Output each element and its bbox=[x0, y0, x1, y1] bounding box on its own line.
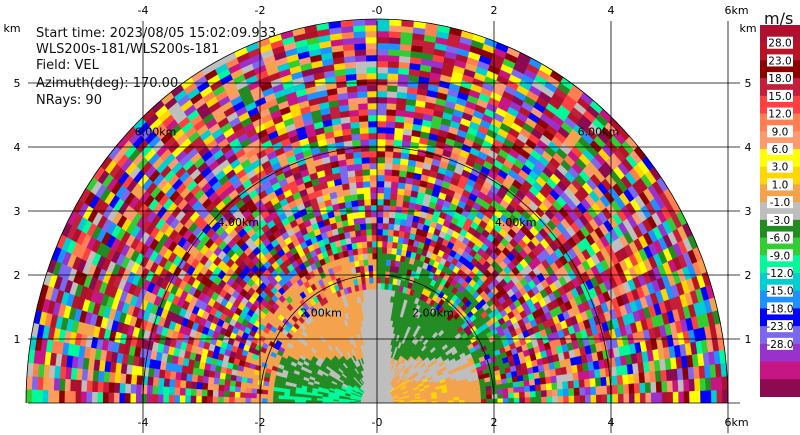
y-tick-label-right: 4 bbox=[745, 141, 752, 154]
colorbar-segment bbox=[760, 379, 800, 397]
colorbar-label-bg bbox=[767, 249, 793, 262]
azimuth-label: Azimuth(deg): 170.00 bbox=[36, 76, 179, 91]
colorbar-label-bg bbox=[767, 107, 793, 120]
colorbar-unit: m/s bbox=[764, 9, 794, 28]
colorbar-label: 12.0 bbox=[768, 109, 791, 121]
range-ring-label: 4.00km bbox=[495, 216, 537, 229]
colorbar-label: 28.0 bbox=[768, 38, 791, 50]
y-tick-label-left: 2 bbox=[14, 269, 21, 282]
colorbar-label-bg bbox=[767, 284, 793, 297]
x-tick-label-bottom: -4 bbox=[138, 416, 149, 429]
colorbar-label: -9.0 bbox=[770, 250, 791, 262]
y-tick-label-right: 1 bbox=[745, 333, 752, 346]
range-ring-label: 6.00km bbox=[135, 125, 177, 138]
y-unit-left: km bbox=[3, 22, 20, 35]
colorbar-label: -1.0 bbox=[770, 197, 791, 209]
colorbar-label: 23.0 bbox=[768, 55, 791, 67]
range-ring-label: 2.00km bbox=[300, 306, 342, 319]
x-unit-top: km bbox=[731, 4, 748, 17]
colorbar-label-bg bbox=[767, 231, 793, 244]
range-ring-label: 2.00km bbox=[412, 306, 454, 319]
field-label: Field: VEL bbox=[36, 58, 99, 73]
velocity-field bbox=[26, 19, 728, 403]
y-tick-label-left: 1 bbox=[14, 333, 21, 346]
x-tick-label-bottom: 6 bbox=[725, 416, 732, 429]
y-tick-label-left: 5 bbox=[14, 77, 21, 90]
tick-labels: -4 -4 -2 -2 -0 -0 2 2 4 4 6 6 1 1 2 2 3 3 4 4 5 5 km km km km bbox=[3, 4, 756, 429]
colorbar-label: 3.0 bbox=[772, 162, 789, 174]
colorbar-label-bg bbox=[767, 320, 793, 333]
colorbar-label: -18.0 bbox=[766, 303, 793, 315]
colorbar-label-bg bbox=[767, 196, 793, 209]
x-tick-label-top: -4 bbox=[138, 4, 149, 17]
y-tick-label-left: 3 bbox=[14, 205, 21, 218]
x-unit-bottom: km bbox=[731, 416, 748, 429]
colorbar-label-bg bbox=[767, 36, 793, 49]
colorbar-label: 15.0 bbox=[768, 91, 791, 103]
colorbar-label: 9.0 bbox=[772, 126, 789, 138]
colorbar-label: -15.0 bbox=[766, 286, 793, 298]
colorbar-label-bg bbox=[767, 54, 793, 67]
colorbar-label: -28.0 bbox=[766, 339, 793, 351]
x-tick-label-bottom: 2 bbox=[491, 416, 498, 429]
colorbar-label-bg bbox=[767, 302, 793, 315]
colorbar-segment bbox=[760, 361, 800, 380]
colorbar-label-bg bbox=[767, 337, 793, 350]
colorbar-label-bg bbox=[767, 213, 793, 226]
range-ring bbox=[142, 146, 612, 404]
range-ring bbox=[25, 18, 729, 404]
y-tick-label-right: 3 bbox=[745, 205, 752, 218]
x-tick-label-bottom: -2 bbox=[255, 416, 266, 429]
x-tick-label-bottom: 4 bbox=[608, 416, 615, 429]
y-tick-label-right: 5 bbox=[745, 77, 752, 90]
colorbar-label: -12.0 bbox=[766, 268, 793, 280]
colorbar-label: 18.0 bbox=[768, 73, 791, 85]
y-unit-right: km bbox=[739, 22, 756, 35]
x-tick-label-top: 4 bbox=[608, 4, 615, 17]
start-time-label: Start time: 2023/08/05 15:02:09.933 bbox=[36, 26, 277, 41]
range-ring-label: 6.00km bbox=[578, 125, 620, 138]
x-tick-label-top: 6 bbox=[725, 4, 732, 17]
colorbar-label: -3.0 bbox=[770, 215, 791, 227]
colorbar: 28.0 23.0 18.0 15.0 12.0 9.0 6.0 3.0 1.0 -1.0 -3.0… bbox=[760, 25, 800, 397]
y-tick-label-right: 2 bbox=[745, 269, 752, 282]
x-tick-label-top: 2 bbox=[491, 4, 498, 17]
colorbar-label-bg bbox=[767, 89, 793, 102]
colorbar-label-bg bbox=[767, 267, 793, 279]
y-tick-label-left: 4 bbox=[14, 141, 21, 154]
x-tick-label-top: -2 bbox=[255, 4, 266, 17]
colorbar-label: 1.0 bbox=[772, 179, 789, 191]
nrays-label: NRays: 90 bbox=[36, 93, 102, 108]
range-rings bbox=[25, 18, 729, 404]
colorbar-label-bg bbox=[767, 72, 793, 85]
instrument-label: WLS200s-181/WLS200s-181 bbox=[36, 42, 220, 57]
x-tick-label-top: -0 bbox=[372, 4, 383, 17]
colorbar-label-bg bbox=[767, 160, 793, 173]
colorbar-label-bg bbox=[767, 178, 793, 191]
colorbar-label-bg bbox=[767, 125, 793, 138]
range-ring-label: 4.00km bbox=[218, 216, 260, 229]
colorbar-label: 6.0 bbox=[772, 144, 789, 156]
colorbar-label: -6.0 bbox=[770, 233, 791, 245]
x-tick-label-bottom: -0 bbox=[372, 416, 383, 429]
colorbar-label: -23.0 bbox=[766, 321, 793, 333]
colorbar-label-bg bbox=[767, 143, 793, 155]
range-ring bbox=[259, 274, 495, 404]
